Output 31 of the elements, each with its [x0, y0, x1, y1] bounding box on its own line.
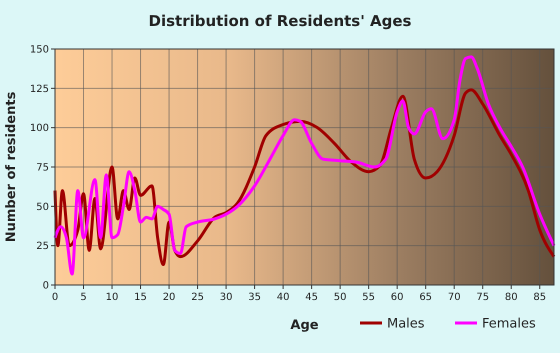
y-tick-label: 0 — [42, 280, 49, 292]
y-axis-title: Number of residents — [4, 91, 19, 242]
y-tick-label: 125 — [30, 84, 49, 95]
legend-label: Males — [387, 316, 425, 332]
chart-title: Distribution of Residents' Ages — [148, 12, 412, 30]
line-series — [54, 55, 556, 276]
x-tick-label: 35 — [248, 292, 261, 303]
x-tick-label: 70 — [448, 292, 461, 303]
y-tick-label: 25 — [36, 241, 49, 252]
y-tick-label: 75 — [36, 162, 49, 174]
y-tick-label: 50 — [36, 202, 49, 213]
x-tick-label: 55 — [362, 292, 376, 303]
x-tick-label: 40 — [276, 292, 290, 303]
y-tick-label: 100 — [30, 123, 49, 134]
x-tick-label: 5 — [80, 292, 87, 303]
x-axis-title: Age — [290, 318, 319, 333]
x-tick-label: 65 — [419, 292, 432, 303]
x-tick-label: 85 — [533, 292, 546, 303]
legend-label: Females — [482, 316, 536, 332]
x-tick-label: 15 — [134, 292, 147, 303]
x-tick-label: 80 — [504, 292, 518, 303]
x-tick-label: 45 — [305, 292, 318, 303]
x-tick-label: 25 — [191, 292, 204, 303]
x-tick-label: 20 — [162, 292, 176, 303]
x-tick-label: 60 — [390, 292, 404, 303]
x-tick-label: 50 — [334, 292, 347, 303]
x-tick-label: 75 — [476, 292, 490, 303]
y-tick-label: 150 — [30, 44, 49, 56]
x-tick-label: 10 — [106, 292, 118, 303]
x-tick-label: 30 — [220, 292, 232, 303]
x-tick-label: 0 — [52, 292, 58, 303]
